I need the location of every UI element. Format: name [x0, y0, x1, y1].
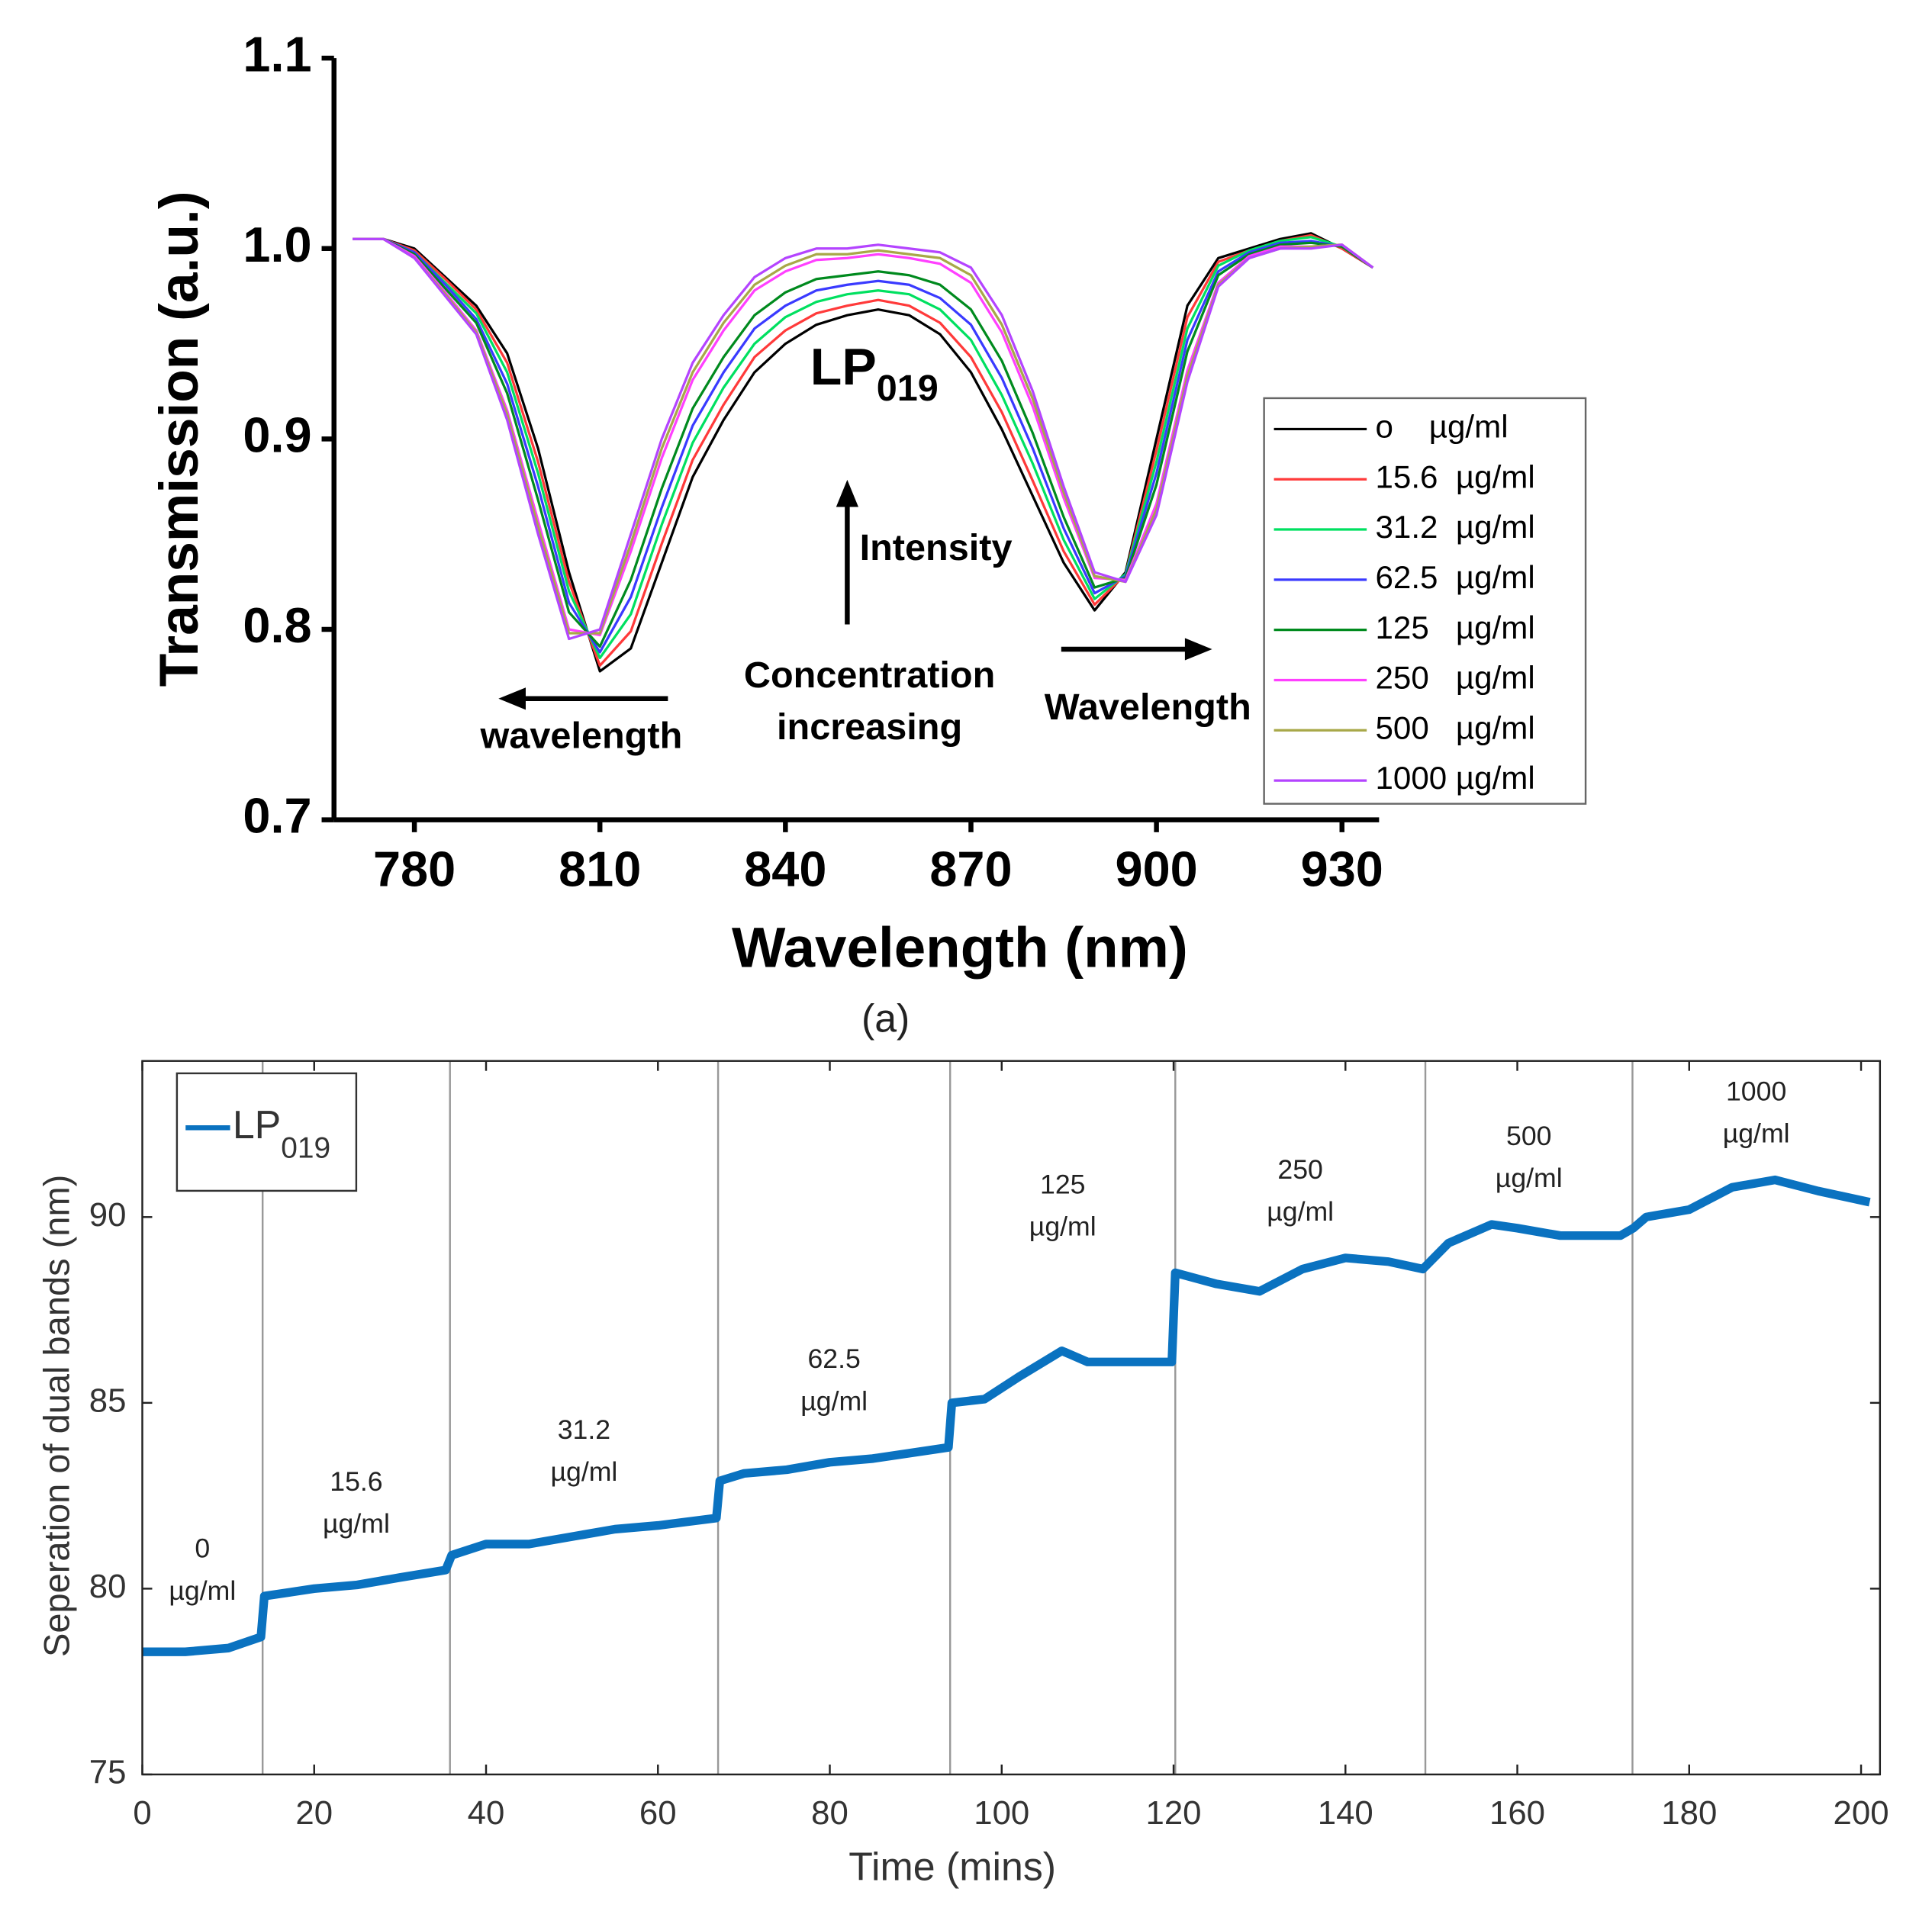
- x-tick-label: 20: [295, 1794, 333, 1832]
- annotation: wavelength: [480, 716, 683, 757]
- y-tick-label: 75: [89, 1754, 127, 1791]
- annotation-text: LP: [810, 338, 877, 396]
- plot-frame: [141, 1060, 1882, 1776]
- x-tick-label: 0: [133, 1794, 151, 1832]
- y-tick-label: 80: [89, 1568, 127, 1605]
- caption: (a): [861, 996, 910, 1041]
- series-line: [142, 1175, 1871, 1656]
- segment-label: µg/ml: [1723, 1118, 1790, 1149]
- legend-name: LP: [233, 1102, 281, 1147]
- segment-label: µg/ml: [169, 1575, 236, 1606]
- legend-label: 15.6 µg/ml: [1376, 458, 1535, 494]
- segment-label: 15.6: [330, 1466, 382, 1497]
- legend: o µg/ml 15.6 µg/ml 31.2 µg/ml 62.5 µg/ml 125…: [1263, 397, 1587, 805]
- segment-label: µg/ml: [323, 1508, 390, 1539]
- annotation: Intensity: [860, 527, 1013, 568]
- legend-label: o µg/ml: [1376, 409, 1509, 445]
- x-tick-label: 100: [974, 1794, 1029, 1832]
- legend-label: 1000 µg/ml: [1376, 760, 1535, 796]
- arrow-head: [836, 479, 858, 507]
- arrow-head: [1184, 638, 1212, 661]
- series-line: [353, 237, 1374, 637]
- legend-label: 500 µg/ml: [1376, 709, 1535, 745]
- legend-label: 250 µg/ml: [1376, 660, 1535, 696]
- x-tick-label: 810: [559, 841, 641, 896]
- legend-label: 31.2 µg/ml: [1376, 509, 1535, 545]
- segment-label: 1000: [1726, 1076, 1786, 1107]
- annotation-sub: 019: [877, 368, 939, 409]
- segment-label: µg/ml: [550, 1456, 617, 1487]
- y-axis-label: Transmission (a.u.): [149, 191, 210, 687]
- x-tick-label: 140: [1318, 1794, 1373, 1832]
- legend-sub: 019: [281, 1132, 330, 1165]
- y-tick-label: 85: [89, 1382, 127, 1419]
- series-line: [353, 237, 1374, 654]
- segment-label: 31.2: [558, 1414, 610, 1445]
- x-tick-label: 870: [929, 841, 1012, 896]
- segment-label: µg/ml: [800, 1385, 868, 1416]
- x-axis-label: Time (mins): [848, 1844, 1056, 1888]
- x-tick-label: 900: [1116, 841, 1198, 896]
- legend-box: [175, 1072, 358, 1192]
- arrow-head: [498, 687, 526, 710]
- x-tick-label: 200: [1834, 1794, 1889, 1832]
- y-tick-label: 0.8: [243, 597, 311, 653]
- segment-label: 250: [1277, 1154, 1322, 1185]
- segment-label: 125: [1040, 1169, 1085, 1199]
- y-tick-label: 0.9: [243, 407, 311, 463]
- segment-label: µg/ml: [1267, 1196, 1334, 1227]
- series-line: [353, 232, 1374, 673]
- segment-label: µg/ml: [1496, 1163, 1563, 1193]
- legend-label: LP019: [233, 1102, 330, 1165]
- series-line: [353, 237, 1374, 635]
- x-axis-label: Wavelength (nm): [732, 916, 1188, 980]
- x-tick-label: 840: [744, 841, 826, 896]
- annotation: LP019: [810, 338, 939, 409]
- series-line: [353, 236, 1374, 660]
- annotation: increasing: [777, 706, 962, 748]
- segment-label: 0: [195, 1533, 210, 1564]
- legend-box: [1263, 397, 1587, 805]
- x-tick-label: 60: [639, 1794, 677, 1832]
- arrows: [498, 479, 1212, 710]
- x-tick-label: 180: [1661, 1794, 1717, 1832]
- segment-label: 62.5: [807, 1343, 860, 1374]
- y-tick-label: 1.1: [243, 26, 311, 82]
- annotation: Concentration: [744, 655, 995, 696]
- x-tick-label: 780: [373, 841, 456, 896]
- segment-label: µg/ml: [1029, 1211, 1096, 1241]
- y-tick-label: 1.0: [243, 217, 311, 272]
- y-tick-label: 0.7: [243, 788, 311, 844]
- legend-label: 62.5 µg/ml: [1376, 559, 1535, 595]
- series-line: [353, 233, 1374, 668]
- x-tick-label: 160: [1489, 1794, 1545, 1832]
- x-tick-label: 930: [1301, 841, 1383, 896]
- x-tick-label: 80: [811, 1794, 848, 1832]
- series-line: [353, 237, 1374, 641]
- segment-label: 500: [1506, 1121, 1551, 1151]
- annotation: Wavelength: [1045, 687, 1251, 728]
- y-tick-label: 90: [89, 1196, 127, 1234]
- series-line: [353, 237, 1374, 648]
- y-axis-label: Seperation of dual bands (nm): [36, 1175, 76, 1657]
- x-tick-label: 40: [468, 1794, 505, 1832]
- x-tick-label: 120: [1146, 1794, 1202, 1832]
- legend: LP019: [175, 1072, 358, 1192]
- legend-label: 125 µg/ml: [1376, 610, 1535, 645]
